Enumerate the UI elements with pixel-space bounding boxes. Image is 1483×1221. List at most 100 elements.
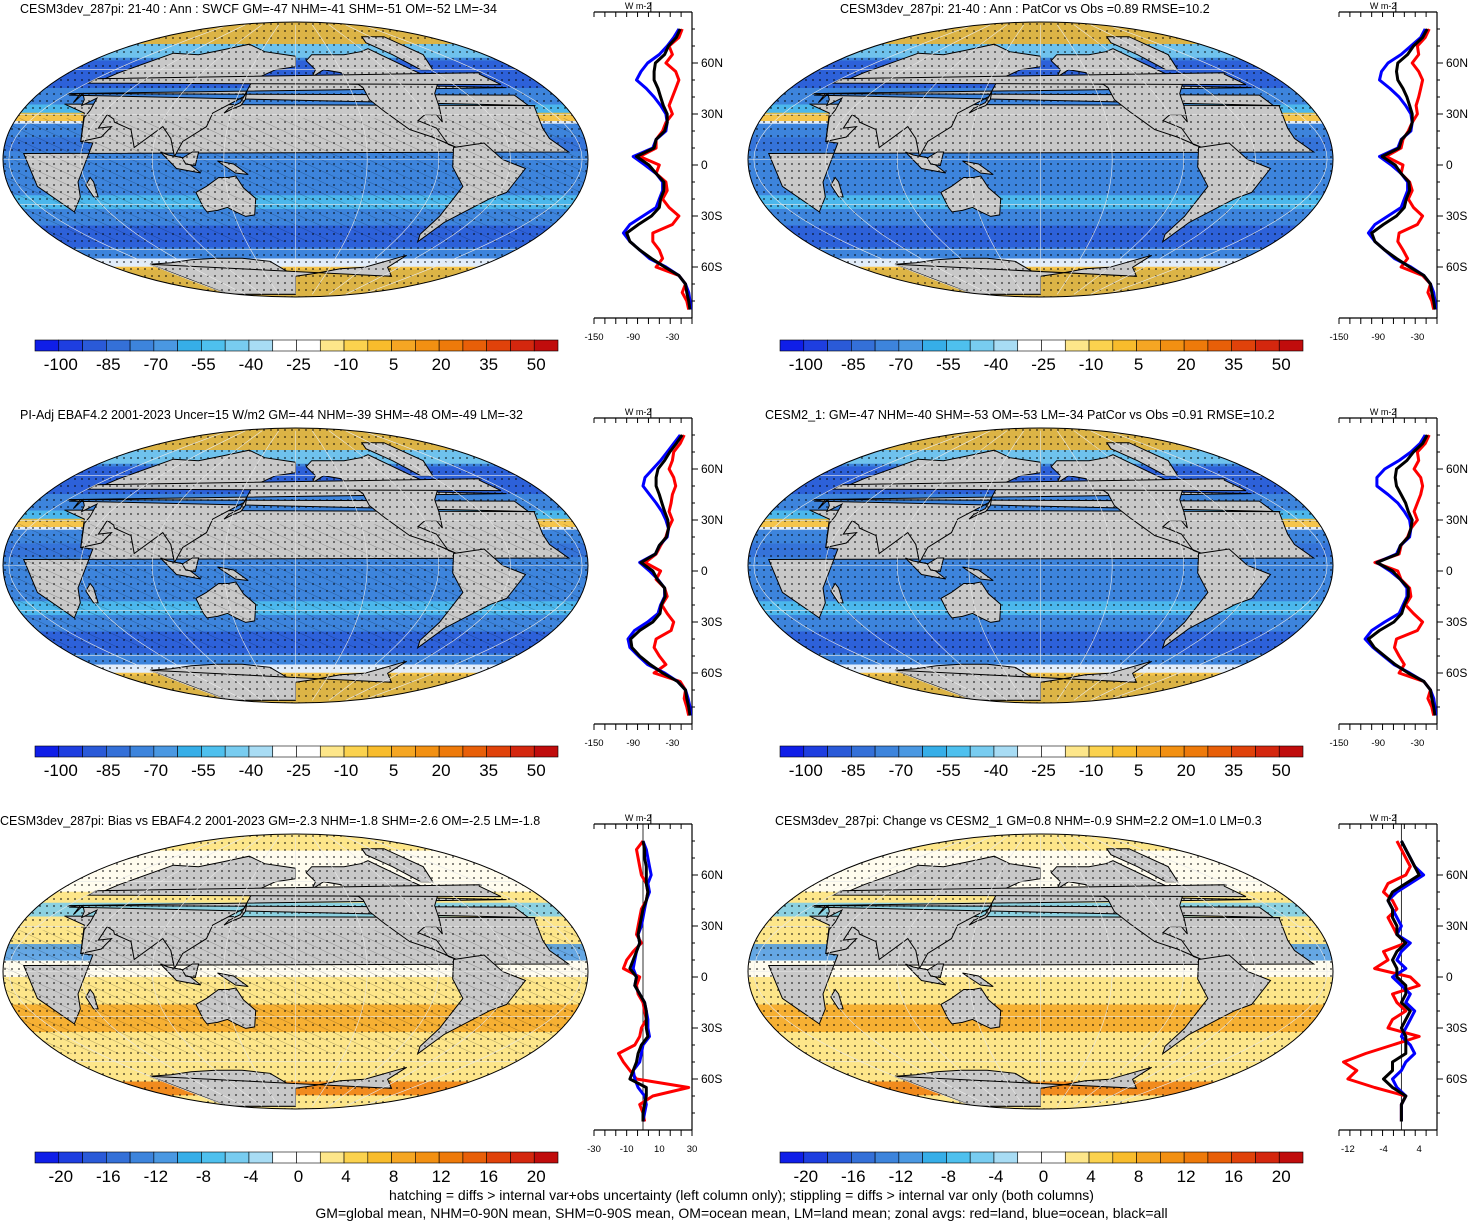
graticule-lon: [311, 836, 368, 1107]
colorbar-swatch: [391, 1151, 416, 1164]
colorbar-swatch: [415, 1151, 440, 1164]
graticule-lon: [1107, 836, 1328, 1107]
footer-note-hatching: hatching = diffs > internal var+obs unce…: [389, 1187, 1094, 1203]
colorbar-swatch: [1160, 339, 1185, 352]
colorbar-tick-label: 20: [432, 761, 451, 780]
panel-title: PI-Adj EBAF4.2 2001-2023 Uncer=15 W/m2 G…: [20, 408, 523, 422]
colorbar-swatch: [129, 745, 155, 758]
colorbar-swatch: [946, 745, 971, 758]
colorbar-swatch: [1160, 1151, 1185, 1164]
colorbar-tick-label: 8: [389, 1167, 398, 1186]
colorbar-swatch: [1231, 1151, 1256, 1164]
colorbar-tick-label: -40: [239, 761, 264, 780]
colorbar-swatch: [106, 745, 131, 758]
colorbar-swatch: [438, 339, 464, 352]
zonal-unit-label: W m-2: [1370, 1, 1397, 11]
graticule-lon: [8, 836, 229, 1107]
graticule-lon: [328, 430, 440, 701]
colorbar-swatch: [993, 1151, 1019, 1164]
zonal-mean-plot: W m-2 60N 30N 0 30S 60S -30 -10 10 30: [587, 813, 723, 1155]
graticule-lon: [968, 430, 1025, 701]
colorbar-swatch: [1183, 745, 1209, 758]
zonal-y-tick-label: 30N: [1446, 919, 1468, 933]
graticule-lon: [223, 836, 280, 1107]
colorbar-swatch: [1017, 339, 1042, 352]
colorbar-swatch: [438, 745, 464, 758]
colorbar: -100 -85 -70 -55 -40 -25 -10 5 20 35 50: [779, 339, 1304, 374]
zonal-unit-label: W m-2: [1370, 813, 1397, 823]
colorbar-swatch: [224, 745, 250, 758]
colorbar-tick-label: -70: [144, 355, 169, 374]
graticule-lon: [311, 24, 368, 295]
colorbar-swatch: [1017, 745, 1042, 758]
colorbar-tick-label: 5: [1134, 761, 1143, 780]
graticule-lon: [753, 24, 974, 295]
colorbar-tick-label: -55: [191, 355, 216, 374]
colorbar-swatch: [58, 1151, 83, 1164]
world-map: [2, 833, 589, 1110]
graticule-lon: [968, 836, 1025, 1107]
colorbar-swatch: [248, 339, 274, 352]
zonal-y-tick-label: 60S: [1446, 260, 1467, 274]
colorbar: -20 -16 -12 -8 -4 0 4 8 12 16 20: [34, 1151, 559, 1186]
graticule-lon: [1073, 836, 1185, 1107]
colorbar-tick-label: 16: [479, 1167, 498, 1186]
colorbar-swatch: [874, 1151, 900, 1164]
zonal-x-tick-label: 10: [654, 1144, 665, 1155]
colorbar-swatch: [272, 1151, 297, 1164]
colorbar-tick-label: -40: [984, 355, 1009, 374]
colorbar-swatch: [851, 745, 876, 758]
colorbar-swatch: [391, 339, 416, 352]
colorbar-tick-label: -85: [841, 355, 866, 374]
colorbar-tick-label: -10: [334, 355, 359, 374]
zonal-series-all: [628, 840, 650, 1122]
colorbar-swatch: [1041, 745, 1066, 758]
colorbar-swatch: [462, 745, 487, 758]
graticule-lon: [328, 836, 440, 1107]
colorbar-tick-label: 16: [1224, 1167, 1243, 1186]
colorbar-swatch: [296, 1151, 321, 1164]
panel-title: CESM3dev_287pi: Bias vs EBAF4.2 2001-202…: [0, 814, 541, 828]
colorbar-tick-label: 20: [432, 355, 451, 374]
colorbar-swatch: [106, 339, 131, 352]
colorbar-swatch: [969, 745, 995, 758]
colorbar-tick-label: -10: [1079, 761, 1104, 780]
graticule-lon: [1090, 836, 1256, 1107]
colorbar-swatch: [34, 745, 60, 758]
zonal-series-land: [1373, 434, 1436, 716]
colorbar-tick-label: -55: [936, 355, 961, 374]
zonal-unit-label: W m-2: [625, 407, 652, 417]
colorbar-tick-label: 20: [527, 1167, 546, 1186]
graticule-lon: [1090, 430, 1256, 701]
colorbar-swatch: [922, 745, 947, 758]
zonal-unit-label: W m-2: [625, 813, 652, 823]
colorbar-tick-label: 4: [1086, 1167, 1095, 1186]
colorbar-tick-label: 0: [294, 1167, 303, 1186]
panel-title: CESM2_1: GM=-47 NHM=-40 SHM=-53 OM=-53 L…: [765, 408, 1275, 422]
colorbar-swatch: [1064, 339, 1090, 352]
colorbar: -100 -85 -70 -55 -40 -25 -10 5 20 35 50: [34, 339, 559, 374]
map-field: [748, 22, 1333, 297]
colorbar-swatch: [82, 339, 107, 352]
graticule-lon: [151, 24, 263, 295]
colorbar-swatch: [969, 339, 995, 352]
colorbar-tick-label: -12: [889, 1167, 914, 1186]
panel-swcf-observations: PI-Adj EBAF4.2 2001-2023 Uncer=15 W/m2 G…: [0, 406, 740, 811]
zonal-x-tick-label: -150: [584, 738, 603, 749]
colorbar-swatch: [248, 1151, 274, 1164]
zonal-y-tick-label: 60N: [1446, 462, 1468, 476]
colorbar-tick-label: -55: [191, 761, 216, 780]
graticule-lon: [968, 24, 1025, 295]
colorbar-swatch: [922, 339, 947, 352]
colorbar-swatch: [1136, 1151, 1161, 1164]
colorbar: -20 -16 -12 -8 -4 0 4 8 12 16 20: [779, 1151, 1304, 1186]
colorbar-tick-label: 50: [527, 761, 546, 780]
colorbar-tick-label: -85: [96, 761, 121, 780]
colorbar-swatch: [1278, 1151, 1304, 1164]
colorbar-swatch: [34, 1151, 60, 1164]
colorbar-swatch: [224, 339, 250, 352]
colorbar-swatch: [1183, 339, 1209, 352]
zonal-y-tick-label: 0: [1446, 970, 1453, 984]
colorbar-swatch: [851, 1151, 876, 1164]
colorbar-tick-label: -85: [841, 761, 866, 780]
